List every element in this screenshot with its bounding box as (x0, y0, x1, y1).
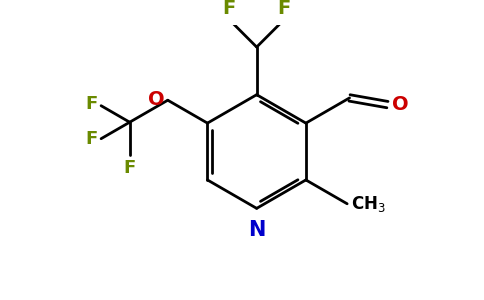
Text: O: O (149, 90, 165, 109)
Text: O: O (392, 95, 408, 114)
Text: F: F (85, 95, 97, 113)
Text: CH$_3$: CH$_3$ (351, 194, 386, 214)
Text: F: F (223, 0, 236, 18)
Text: F: F (277, 0, 291, 18)
Text: F: F (85, 130, 97, 148)
Text: F: F (123, 159, 136, 177)
Text: N: N (248, 220, 265, 240)
